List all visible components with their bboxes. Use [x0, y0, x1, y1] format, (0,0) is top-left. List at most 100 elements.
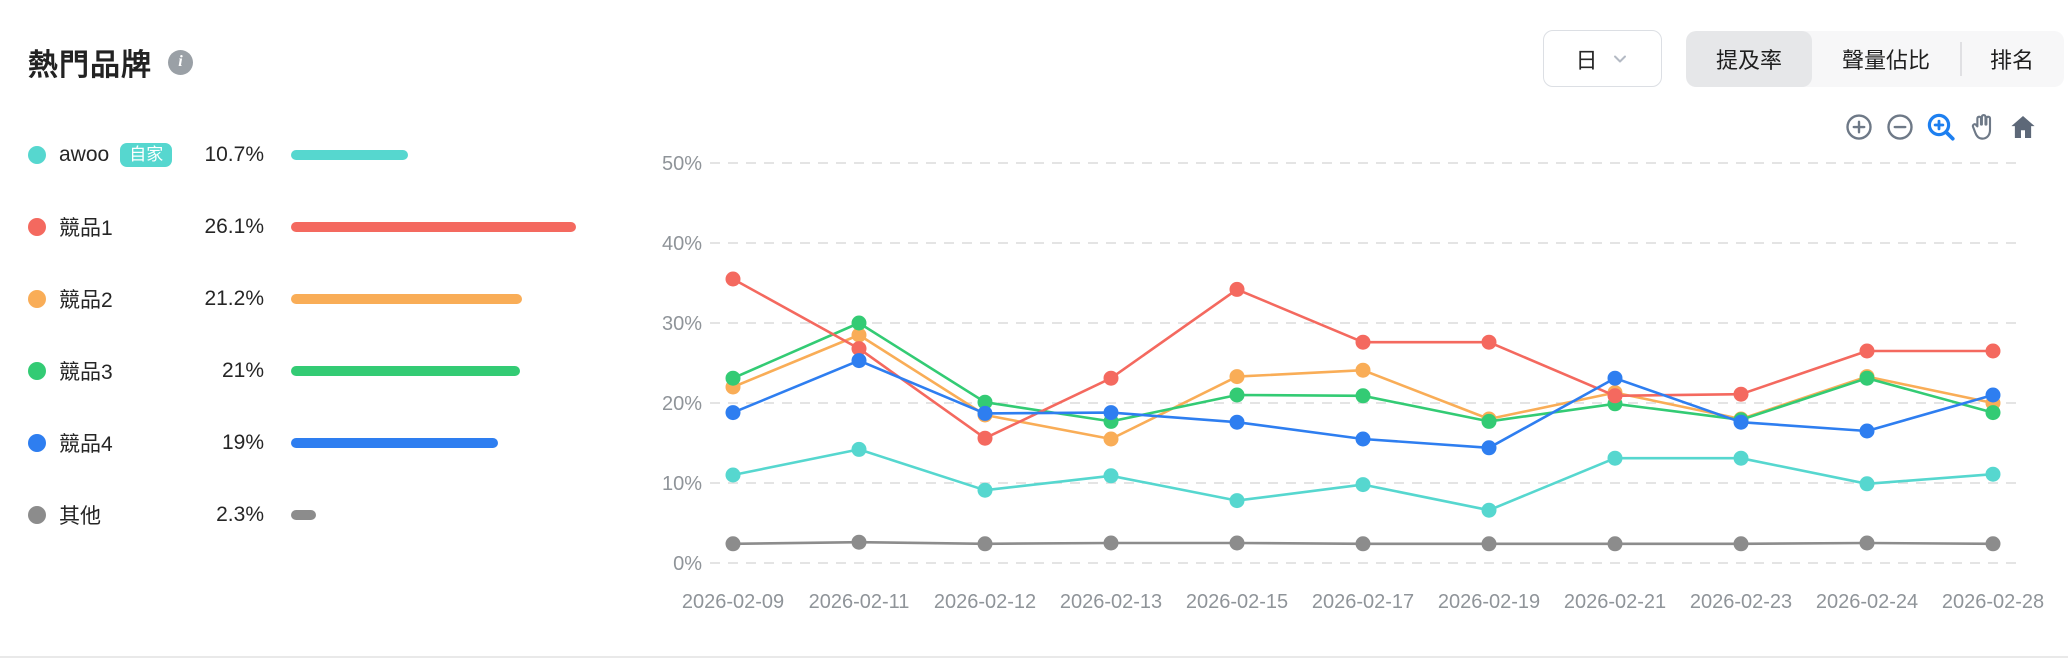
data-point-awoo[interactable] — [725, 467, 741, 483]
metric-tab-group: 提及率 聲量佔比 排名 — [1686, 31, 2065, 87]
y-axis-tick: 50% — [662, 153, 702, 175]
legend-item-競品1[interactable]: 競品1 26.1% — [0, 191, 620, 263]
data-point-awoo[interactable] — [1229, 493, 1245, 509]
data-point-其他[interactable] — [1733, 536, 1749, 552]
own-brand-badge: 自家 — [120, 143, 173, 167]
data-point-競品3[interactable] — [851, 315, 867, 331]
data-point-其他[interactable] — [1103, 535, 1119, 551]
data-point-競品2[interactable] — [1355, 362, 1371, 378]
data-point-競品1[interactable] — [1103, 370, 1119, 386]
y-axis-tick: 30% — [662, 313, 702, 335]
data-point-競品1[interactable] — [725, 271, 741, 287]
data-point-競品2[interactable] — [1229, 369, 1245, 385]
legend-label-wrap: 競品4 — [59, 428, 194, 458]
legend-label: 其他 — [59, 505, 101, 528]
data-point-競品4[interactable] — [1607, 370, 1623, 386]
data-point-競品1[interactable] — [977, 430, 993, 446]
legend-value: 2.3% — [216, 503, 264, 526]
legend-label-wrap: awoo 自家 — [59, 143, 194, 167]
data-point-競品3[interactable] — [1355, 388, 1371, 404]
data-point-競品4[interactable] — [1355, 431, 1371, 447]
data-point-競品2[interactable] — [1103, 431, 1119, 447]
legend-item-競品3[interactable]: 競品3 21% — [0, 335, 620, 407]
legend-value: 19% — [221, 431, 264, 454]
legend-label: 競品3 — [59, 361, 113, 384]
data-point-競品4[interactable] — [1859, 423, 1875, 439]
data-point-awoo[interactable] — [1103, 468, 1119, 484]
data-point-其他[interactable] — [1985, 536, 2001, 552]
x-axis-tick: 2026-02-13 — [1060, 591, 1162, 613]
zoom-in-icon[interactable] — [1843, 110, 1875, 144]
period-dropdown[interactable]: 日 — [1543, 30, 1662, 87]
box-zoom-icon[interactable] — [1925, 110, 1957, 144]
legend-value-bar — [291, 438, 498, 448]
data-point-其他[interactable] — [725, 536, 741, 552]
data-point-競品4[interactable] — [851, 353, 867, 369]
data-point-競品4[interactable] — [977, 405, 993, 421]
data-point-awoo[interactable] — [1985, 466, 2001, 482]
data-point-其他[interactable] — [1607, 536, 1623, 552]
data-point-競品2[interactable] — [851, 327, 867, 343]
legend-value-bar — [291, 366, 520, 376]
data-point-競品4[interactable] — [1103, 405, 1119, 421]
x-axis-tick: 2026-02-28 — [1942, 591, 2044, 613]
series-line-競品1 — [731, 277, 1995, 440]
y-axis-tick: 10% — [662, 473, 702, 495]
data-point-awoo[interactable] — [1607, 450, 1623, 466]
pan-hand-icon[interactable] — [1966, 110, 1998, 144]
data-point-競品1[interactable] — [1859, 343, 1875, 359]
data-point-競品1[interactable] — [1733, 386, 1749, 402]
data-point-競品4[interactable] — [725, 405, 741, 421]
legend-item-其他[interactable]: 其他 2.3% — [0, 479, 620, 551]
y-axis-tick: 0% — [673, 553, 702, 575]
legend-value-bar — [291, 510, 316, 520]
data-point-awoo[interactable] — [851, 441, 867, 457]
data-point-其他[interactable] — [1481, 536, 1497, 552]
data-point-其他[interactable] — [1229, 535, 1245, 551]
legend-item-競品2[interactable]: 競品2 21.2% — [0, 263, 620, 335]
data-point-awoo[interactable] — [1733, 450, 1749, 466]
data-point-awoo[interactable] — [1355, 477, 1371, 493]
chart-toolbar — [1843, 110, 2039, 144]
data-point-競品1[interactable] — [1607, 388, 1623, 404]
data-point-競品1[interactable] — [1355, 334, 1371, 350]
reset-home-icon[interactable] — [2007, 110, 2039, 144]
data-point-競品3[interactable] — [725, 370, 741, 386]
data-point-awoo[interactable] — [1481, 502, 1497, 518]
data-point-競品4[interactable] — [1733, 414, 1749, 430]
x-axis-tick: 2026-02-11 — [809, 591, 910, 613]
data-point-競品3[interactable] — [1229, 387, 1245, 403]
data-point-競品4[interactable] — [1985, 387, 2001, 403]
info-icon[interactable]: i — [168, 49, 193, 75]
data-point-競品3[interactable] — [1985, 405, 2001, 421]
data-point-awoo[interactable] — [1859, 476, 1875, 492]
legend-item-awoo[interactable]: awoo 自家 10.7% — [0, 119, 620, 191]
data-point-競品4[interactable] — [1229, 414, 1245, 430]
legend-label: awoo — [59, 143, 110, 166]
data-point-競品3[interactable] — [1481, 413, 1497, 429]
data-point-競品1[interactable] — [1985, 343, 2001, 359]
data-point-競品1[interactable] — [851, 341, 867, 357]
page-title: 熱門品牌 — [28, 49, 152, 82]
line-chart-canvas[interactable]: 0% 10% 20% 30% 40% 50% 2026-02-09 2026-02-11 202… — [640, 140, 2060, 650]
x-axis-tick: 2026-02-21 — [1564, 591, 1666, 613]
data-point-競品1[interactable] — [1481, 334, 1497, 350]
zoom-out-icon[interactable] — [1884, 110, 1916, 144]
data-point-其他[interactable] — [977, 536, 993, 552]
data-point-競品1[interactable] — [1229, 281, 1245, 297]
data-point-競品3[interactable] — [977, 394, 993, 410]
legend-value-bar — [291, 222, 576, 232]
data-point-其他[interactable] — [1859, 535, 1875, 551]
legend-value: 10.7% — [204, 143, 264, 166]
data-point-awoo[interactable] — [977, 482, 993, 498]
data-point-競品3[interactable] — [1859, 370, 1875, 386]
series-color-dot — [28, 218, 46, 236]
tab-mention-rate[interactable]: 提及率 — [1686, 31, 1813, 87]
legend-item-競品4[interactable]: 競品4 19% — [0, 407, 620, 479]
data-point-競品4[interactable] — [1481, 440, 1497, 456]
tab-voice-share[interactable]: 聲量佔比 — [1812, 31, 1960, 87]
legend-value-bar — [291, 294, 522, 304]
data-point-其他[interactable] — [1355, 536, 1371, 552]
data-point-其他[interactable] — [851, 534, 867, 550]
tab-ranking[interactable]: 排名 — [1960, 31, 2064, 87]
